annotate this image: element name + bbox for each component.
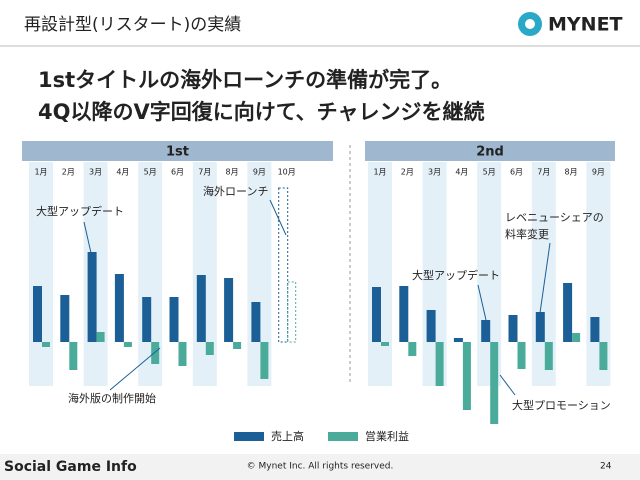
bar bbox=[142, 297, 152, 342]
bar bbox=[490, 342, 499, 424]
copyright: © Mynet Inc. All rights reserved. bbox=[247, 462, 394, 472]
bar bbox=[572, 333, 581, 342]
x-tick-label: 5月 bbox=[144, 168, 157, 177]
x-tick-label: 8月 bbox=[565, 168, 578, 177]
bar bbox=[205, 342, 214, 355]
x-tick-label: 1月 bbox=[373, 168, 386, 177]
annotation: 大型アップデート bbox=[36, 204, 124, 218]
bar bbox=[33, 286, 42, 342]
panel-title: 1st bbox=[166, 145, 189, 160]
bar bbox=[178, 342, 187, 366]
bar bbox=[251, 302, 261, 342]
logo-text: MYNET bbox=[548, 14, 623, 36]
bar bbox=[69, 342, 78, 370]
bar bbox=[590, 317, 600, 342]
bar bbox=[544, 342, 553, 370]
panel-header bbox=[365, 141, 615, 161]
annotation: 海外版の制作開始 bbox=[68, 391, 156, 405]
annotation: 大型プロモーション bbox=[512, 398, 611, 412]
arrow bbox=[109, 347, 161, 391]
x-tick-label: 9月 bbox=[253, 168, 266, 177]
x-tick-label: 4月 bbox=[455, 168, 468, 177]
x-tick-label: 2月 bbox=[401, 168, 414, 177]
column-stripe bbox=[29, 162, 53, 386]
arrow bbox=[269, 199, 287, 236]
arrow bbox=[477, 284, 487, 321]
logo-icon-inner bbox=[525, 19, 535, 29]
legend-swatch bbox=[328, 432, 358, 441]
arrow bbox=[499, 374, 516, 396]
x-tick-label: 6月 bbox=[510, 168, 523, 177]
x-tick-label: 8月 bbox=[226, 168, 239, 177]
footer-bar bbox=[0, 454, 640, 480]
x-tick-label: 4月 bbox=[116, 168, 129, 177]
x-tick-label: 7月 bbox=[537, 168, 550, 177]
bar bbox=[372, 287, 381, 342]
panel-title: 2nd bbox=[476, 145, 504, 160]
bar bbox=[287, 281, 297, 343]
column-stripe bbox=[368, 162, 392, 386]
bar bbox=[563, 283, 573, 342]
x-tick-label: 3月 bbox=[89, 168, 102, 177]
x-tick-label: 7月 bbox=[198, 168, 211, 177]
annotation: 大型アップデート bbox=[412, 268, 500, 282]
bar bbox=[535, 312, 545, 342]
arrow bbox=[539, 242, 551, 314]
x-tick-label: 10月 bbox=[278, 168, 296, 177]
bar bbox=[42, 342, 50, 347]
x-tick-label: 5月 bbox=[483, 168, 496, 177]
bar bbox=[426, 310, 436, 342]
bar bbox=[278, 187, 289, 343]
legend-swatch bbox=[234, 432, 264, 441]
annotation: レベニューシェアの bbox=[505, 211, 604, 224]
bar bbox=[508, 315, 518, 342]
bar bbox=[517, 342, 526, 369]
bar bbox=[462, 342, 471, 410]
annotation: 海外ローンチ bbox=[203, 184, 268, 198]
arrow bbox=[83, 221, 92, 254]
bar bbox=[123, 342, 132, 347]
x-tick-label: 6月 bbox=[171, 168, 184, 177]
bar bbox=[169, 297, 179, 342]
headline: 4Q以降のV字回復に向けて、チャレンジを継続 bbox=[38, 100, 484, 124]
bar bbox=[224, 278, 234, 342]
bar bbox=[151, 342, 160, 364]
x-tick-label: 3月 bbox=[428, 168, 441, 177]
bar bbox=[481, 320, 491, 342]
bar bbox=[599, 342, 608, 370]
bar bbox=[233, 342, 242, 349]
x-tick-label: 2月 bbox=[62, 168, 75, 177]
legend-label: 営業利益 bbox=[365, 429, 409, 443]
bar bbox=[408, 342, 417, 356]
page-number: 24 bbox=[600, 462, 612, 472]
bar bbox=[435, 342, 444, 386]
x-tick-label: 9月 bbox=[592, 168, 605, 177]
bar bbox=[399, 286, 409, 342]
bar bbox=[453, 338, 463, 342]
legend-label: 売上高 bbox=[271, 429, 304, 443]
panel-header bbox=[22, 141, 333, 161]
bar bbox=[381, 342, 389, 346]
watermark: Social Game Info bbox=[4, 459, 137, 475]
bar bbox=[87, 252, 97, 342]
bar bbox=[96, 332, 105, 342]
bar bbox=[196, 275, 206, 342]
annotation: 料率変更 bbox=[505, 227, 549, 241]
bar bbox=[114, 274, 124, 342]
headline: 1stタイトルの海外ローンチの準備が完了。 bbox=[38, 68, 452, 92]
bar bbox=[60, 295, 70, 342]
x-tick-label: 1月 bbox=[34, 168, 47, 177]
bar bbox=[260, 342, 269, 379]
slide-title: 再設計型(リスタート)の実績 bbox=[24, 15, 241, 35]
